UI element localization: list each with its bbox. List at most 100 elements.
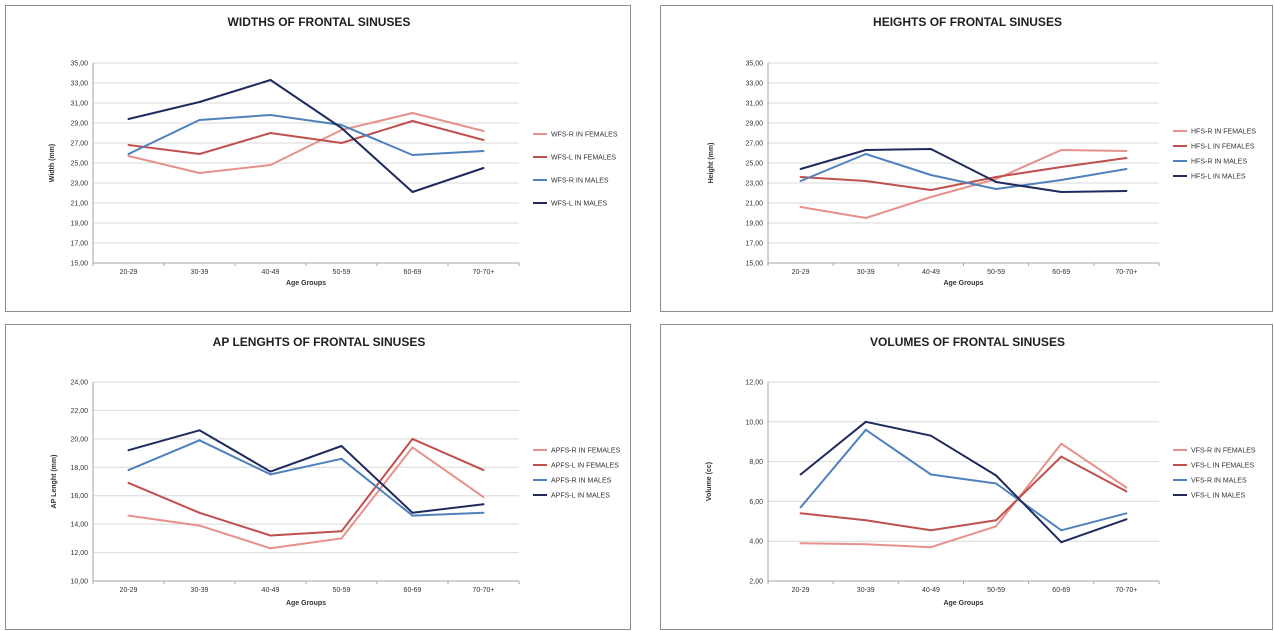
- series-line: [128, 79, 484, 193]
- y-tick-label: 12,00: [745, 380, 763, 387]
- x-tick-label: 20-29: [120, 269, 138, 276]
- y-tick-label: 35,00: [745, 61, 763, 68]
- data-point: [127, 469, 130, 472]
- data-point: [799, 473, 802, 476]
- data-point: [799, 542, 802, 545]
- data-point: [864, 149, 867, 151]
- data-point: [269, 470, 272, 473]
- series-line: [128, 114, 484, 156]
- data-point: [340, 124, 343, 126]
- legend-label: WFS-R IN MALES: [551, 178, 609, 185]
- data-point: [482, 496, 485, 499]
- y-tick-label: 25,00: [70, 161, 88, 168]
- data-point: [929, 546, 932, 549]
- series-line: [800, 148, 1127, 193]
- data-point: [799, 180, 802, 182]
- series-line: [128, 437, 484, 537]
- legend-label: HFS-R IN MALES: [1191, 159, 1247, 166]
- data-point: [864, 428, 867, 431]
- data-point: [127, 118, 130, 120]
- series-line: [800, 153, 1127, 190]
- y-tick-label: 10,00: [745, 419, 763, 426]
- series-line: [128, 429, 484, 514]
- data-point: [1125, 512, 1128, 515]
- data-point: [482, 167, 485, 169]
- data-point: [1125, 150, 1128, 152]
- data-point: [1125, 518, 1128, 521]
- data-point: [864, 217, 867, 219]
- x-tick-label: 50-59: [333, 587, 351, 594]
- y-tick-label: 6,00: [749, 499, 763, 506]
- legend-label: WFS-R IN FEMALES: [551, 132, 618, 139]
- data-point: [482, 139, 485, 141]
- data-point: [995, 188, 998, 190]
- x-tick-label: 20-29: [792, 587, 810, 594]
- y-tick-label: 14,00: [70, 522, 88, 529]
- x-axis-label: Age Groups: [943, 280, 983, 287]
- legend-label: VFS-R IN FEMALES: [1191, 448, 1256, 455]
- data-point: [1125, 190, 1128, 192]
- data-point: [1060, 179, 1063, 181]
- data-point: [929, 148, 932, 150]
- data-point: [340, 457, 343, 460]
- data-point: [127, 449, 130, 452]
- y-tick-label: 23,00: [70, 181, 88, 188]
- chart-panel-volumes: VOLUMES OF FRONTAL SINUSES 2,00 4,00 6,00 8,…: [660, 324, 1273, 630]
- x-tick-label: 40-49: [922, 269, 940, 276]
- data-point: [340, 127, 343, 129]
- series-line: [799, 428, 1127, 532]
- y-tick-label: 10,00: [70, 579, 88, 586]
- data-point: [127, 481, 130, 484]
- data-point: [411, 120, 414, 122]
- data-point: [340, 530, 343, 533]
- data-point: [799, 512, 802, 515]
- chart-panel-widths: WIDTHS OF FRONTAL SINUSES 15,00 17,00 19,00…: [5, 5, 631, 312]
- data-point: [1125, 486, 1128, 489]
- data-point: [864, 519, 867, 522]
- y-tick-label: 8,00: [749, 459, 763, 466]
- y-tick-label: 18,00: [70, 465, 88, 472]
- series-line: [799, 420, 1127, 544]
- series-line: [800, 157, 1127, 191]
- chart-panel-heights: HEIGHTS OF FRONTAL SINUSES 15,00 17,00 19,0…: [660, 5, 1273, 312]
- legend-label: APFS-L IN MALES: [551, 493, 610, 500]
- y-axis-label: AP Lenght (mm): [51, 455, 58, 509]
- data-point: [482, 130, 485, 132]
- legend-label: APFS-R IN FEMALES: [551, 448, 621, 455]
- chart-title: VOLUMES OF FRONTAL SINUSES: [870, 335, 1065, 349]
- legend-label: VFS-L IN MALES: [1191, 493, 1246, 500]
- data-point: [799, 176, 802, 178]
- y-tick-label: 15,00: [70, 261, 88, 268]
- legend-label: APFS-R IN MALES: [551, 478, 612, 485]
- data-point: [1060, 541, 1063, 544]
- data-point: [799, 168, 802, 170]
- y-tick-label: 23,00: [745, 181, 763, 188]
- y-tick-label: 12,00: [70, 550, 88, 557]
- data-point: [1125, 168, 1128, 170]
- data-point: [269, 132, 272, 134]
- data-point: [269, 114, 272, 116]
- data-point: [995, 178, 998, 180]
- x-tick-label: 60-69: [404, 269, 422, 276]
- y-tick-label: 20,00: [70, 436, 88, 443]
- x-tick-label: 50-59: [333, 269, 351, 276]
- data-point: [269, 547, 272, 550]
- x-tick-label: 60-69: [404, 587, 422, 594]
- data-point: [482, 150, 485, 152]
- series-line: [800, 442, 1127, 549]
- data-point: [995, 482, 998, 485]
- y-tick-label: 24,00: [70, 380, 88, 387]
- data-point: [482, 503, 485, 506]
- y-tick-label: 29,00: [70, 121, 88, 128]
- chart-svg: HEIGHTS OF FRONTAL SINUSES 15,00 17,00 19,0…: [708, 15, 1256, 287]
- y-tick-label: 27,00: [70, 141, 88, 148]
- series-line: [128, 120, 484, 155]
- data-point: [995, 176, 998, 178]
- x-tick-label: 40-49: [922, 587, 940, 594]
- series-line: [800, 149, 1127, 219]
- x-tick-label: 60-69: [1052, 269, 1070, 276]
- x-tick-label: 30-39: [857, 587, 875, 594]
- chart-title: AP LENGHTS OF FRONTAL SINUSES: [213, 335, 426, 349]
- data-point: [995, 181, 998, 183]
- y-axis-label: Height (mm): [708, 143, 715, 184]
